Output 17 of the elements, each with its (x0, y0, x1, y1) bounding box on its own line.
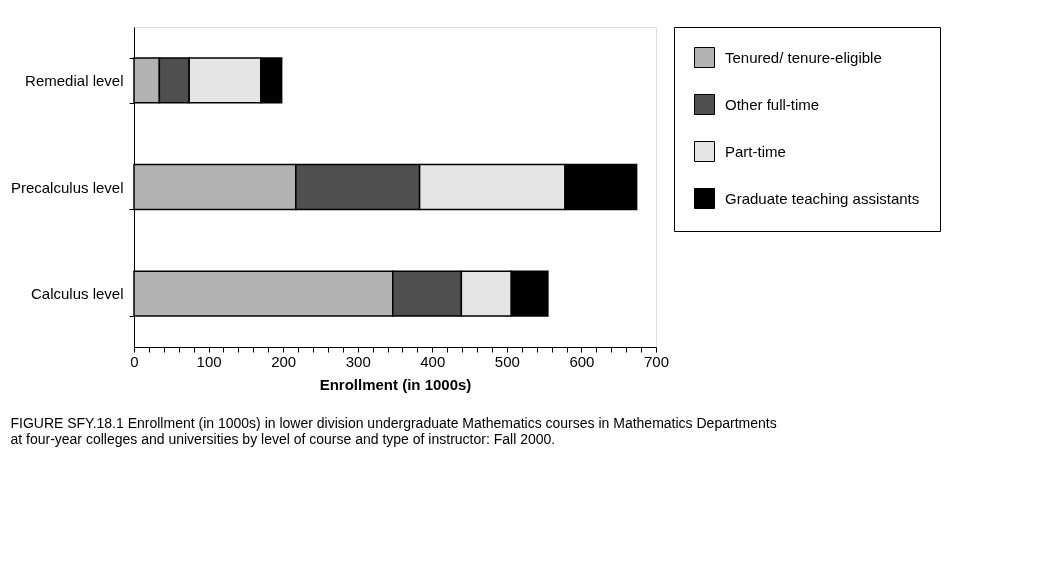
legend-label: Graduate teaching assistants (725, 189, 920, 207)
y-tick-label: Precalculus level (10, 178, 124, 196)
x-tick-label: 500 (494, 352, 520, 370)
x-tick-label: 600 (569, 352, 595, 370)
legend-label: Part-time (725, 142, 786, 160)
x-tick-label: 700 (643, 352, 670, 370)
legend-label: Other full-time (725, 95, 820, 113)
x-tick-label: 0 (130, 352, 139, 370)
x-tick-label: 400 (420, 352, 446, 370)
legend-label: Tenured/ tenure-eligible (725, 48, 882, 66)
text: FIGURE SFY.18.1 Enrollment (in 1000s) in lower division undergraduate Mathematics courses in Mathematics Departments at four-year colleges and universities by level of course and type of instructor: Fall 2000. (10, 415, 777, 447)
x-tick-label: 100 (196, 352, 222, 370)
x-tick-label: 300 (345, 352, 371, 370)
x-axis-title: Enrollment (in 1000s) (319, 375, 472, 393)
y-tick-label: Remedial level (25, 71, 124, 89)
x-tick-label: 200 (271, 352, 297, 370)
y-tick-label: Calculus level (30, 285, 124, 303)
